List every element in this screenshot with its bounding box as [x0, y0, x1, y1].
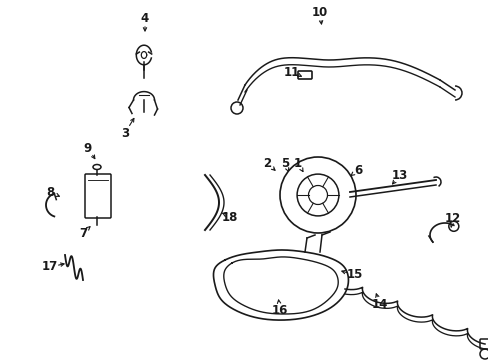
Text: 4: 4: [141, 12, 149, 24]
Text: 13: 13: [391, 168, 407, 181]
Text: 15: 15: [346, 269, 363, 282]
Text: 9: 9: [84, 141, 92, 154]
Text: 5: 5: [280, 157, 288, 170]
Text: 8: 8: [46, 185, 54, 198]
Text: 3: 3: [121, 126, 129, 140]
Text: 1: 1: [293, 157, 302, 170]
FancyBboxPatch shape: [479, 339, 488, 349]
Text: 11: 11: [284, 66, 300, 78]
Text: 7: 7: [79, 226, 87, 239]
FancyBboxPatch shape: [297, 71, 311, 79]
Text: 18: 18: [222, 211, 238, 224]
Text: 14: 14: [371, 298, 387, 311]
Text: 17: 17: [42, 261, 58, 274]
Text: 6: 6: [353, 163, 362, 176]
Text: 2: 2: [263, 157, 270, 170]
Text: 16: 16: [271, 303, 287, 316]
Text: 10: 10: [311, 5, 327, 18]
FancyBboxPatch shape: [85, 174, 111, 218]
Text: 12: 12: [444, 212, 460, 225]
